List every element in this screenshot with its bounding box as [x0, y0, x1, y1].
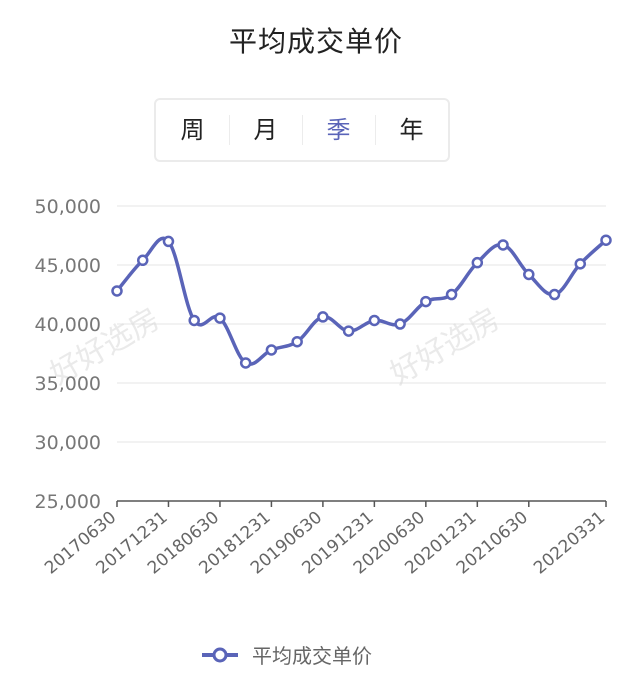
data-point[interactable]: [136, 254, 149, 267]
x-tick-label: 20220331: [530, 508, 609, 579]
data-point[interactable]: [239, 357, 252, 369]
data-point[interactable]: [214, 312, 226, 324]
tab-week[interactable]: 周: [180, 116, 205, 144]
y-tick-label: 30,000: [35, 432, 101, 454]
data-point[interactable]: [548, 288, 561, 301]
legend[interactable]: 平均成交单价: [200, 640, 372, 669]
y-tick-label: 25,000: [35, 491, 101, 513]
data-point[interactable]: [445, 288, 458, 301]
line-chart: 好好选房 好好选房 25,00030,00035,00040,00045,000…: [35, 196, 612, 579]
data-point[interactable]: [368, 314, 381, 327]
grid-lines: [117, 205, 606, 443]
chart-title: 平均成交单价: [228, 25, 403, 58]
x-axis: 2017063020171231201806302018123120190630…: [41, 500, 609, 579]
data-point[interactable]: [291, 335, 303, 348]
series-layer: [111, 234, 612, 369]
data-point[interactable]: [342, 325, 355, 337]
data-point[interactable]: [600, 234, 612, 246]
data-point[interactable]: [394, 318, 406, 330]
data-point[interactable]: [471, 256, 484, 269]
y-axis-ticks: 25,000 30,000 35,000 40,000 45,000 50,000: [35, 196, 101, 513]
data-point[interactable]: [497, 239, 509, 251]
period-segmented-control: 周 月 季 年: [154, 98, 450, 162]
series-line: [115, 236, 608, 366]
y-tick-label: 35,000: [35, 373, 101, 395]
legend-label: 平均成交单价: [252, 644, 372, 668]
watermark-right: 好好选房: [385, 302, 506, 392]
data-point[interactable]: [317, 311, 329, 323]
data-point[interactable]: [523, 268, 535, 281]
y-tick-label: 40,000: [35, 314, 101, 336]
data-point[interactable]: [162, 235, 175, 248]
data-point[interactable]: [420, 295, 432, 308]
legend-marker-icon: [202, 647, 238, 662]
y-tick-label: 50,000: [35, 196, 101, 218]
data-point[interactable]: [574, 258, 587, 270]
y-tick-label: 45,000: [35, 255, 101, 277]
data-point[interactable]: [265, 344, 278, 356]
data-point[interactable]: [188, 314, 200, 327]
tab-month[interactable]: 月: [229, 98, 302, 162]
tab-year[interactable]: 年: [375, 98, 448, 162]
tab-quarter[interactable]: 季: [302, 98, 375, 162]
data-point[interactable]: [111, 285, 123, 297]
